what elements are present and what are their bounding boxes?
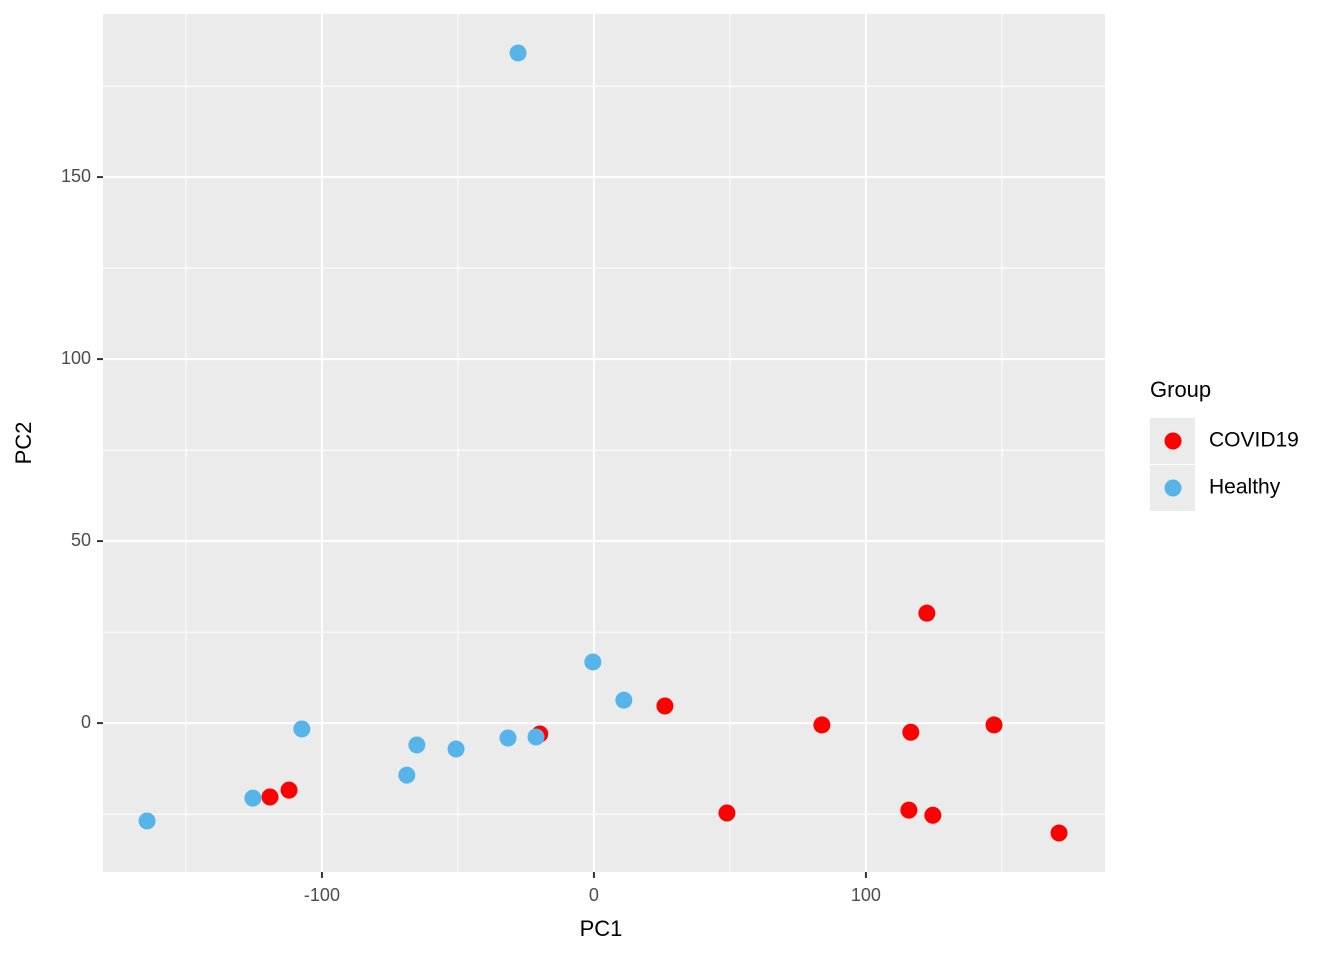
point	[813, 716, 831, 734]
point	[985, 716, 1003, 734]
legend-title: Group	[1150, 377, 1211, 402]
legend-marker	[1164, 479, 1182, 497]
legend-label: Healthy	[1209, 476, 1281, 499]
point	[244, 789, 262, 807]
point	[280, 781, 298, 799]
legend-label: COVID19	[1209, 429, 1299, 452]
point	[1050, 824, 1068, 842]
point	[527, 728, 545, 746]
point	[293, 720, 311, 738]
point	[924, 806, 942, 824]
point	[718, 804, 736, 822]
point	[509, 44, 527, 62]
point	[398, 766, 416, 784]
point	[447, 740, 465, 758]
y-tick-label: 50	[71, 530, 91, 550]
point	[499, 729, 517, 747]
plot-panel	[103, 14, 1105, 872]
point	[261, 788, 279, 806]
points	[138, 44, 1068, 842]
point	[584, 653, 602, 671]
x-tick-label: 0	[589, 885, 599, 905]
x-axis-title: PC1	[580, 916, 623, 941]
y-tick-label: 150	[61, 166, 91, 186]
point	[138, 812, 156, 830]
point	[615, 691, 633, 709]
point	[408, 736, 426, 754]
point	[918, 604, 936, 622]
point	[900, 801, 918, 819]
point	[656, 697, 674, 715]
point	[902, 723, 920, 741]
x-tick-label: -100	[304, 885, 340, 905]
y-tick-label: 100	[61, 348, 91, 368]
legend-marker	[1164, 432, 1182, 450]
y-axis-title: PC2	[11, 422, 36, 465]
y-tick-label: 0	[81, 712, 91, 732]
x-tick-label: 100	[851, 885, 881, 905]
grid	[103, 14, 1105, 872]
